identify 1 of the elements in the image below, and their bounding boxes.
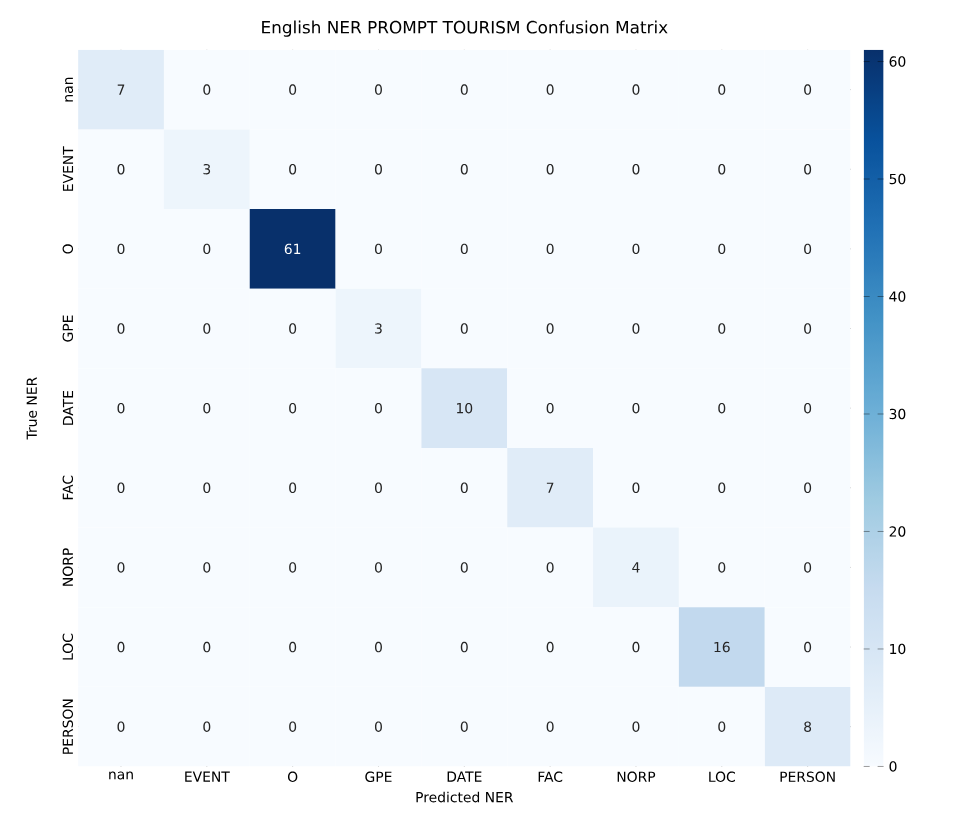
chart-title: English NER PROMPT TOURISM Confusion Matrix: [262, 20, 668, 37]
